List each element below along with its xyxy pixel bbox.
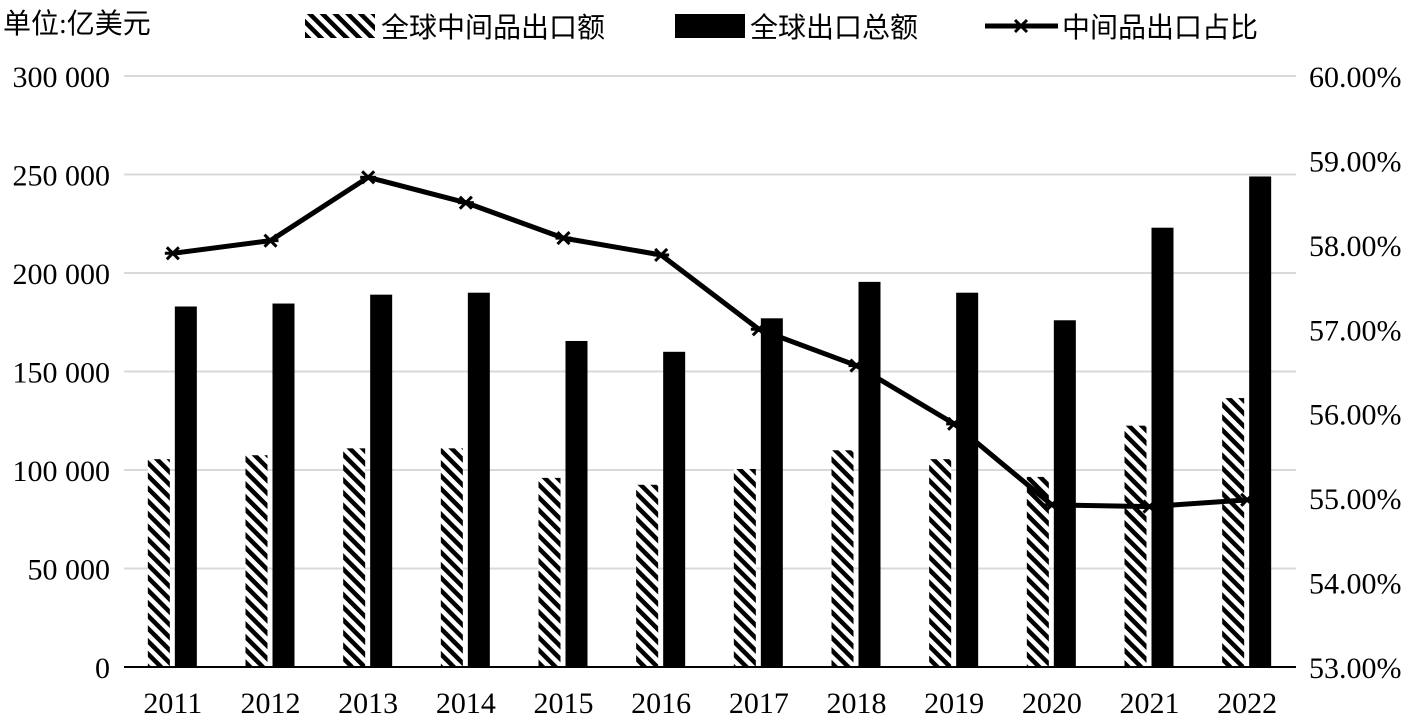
x-tick-label: 2014 (436, 687, 496, 720)
bar-total-2019 (956, 292, 979, 667)
bar-total-2016 (663, 351, 686, 667)
share-point-2019 (946, 416, 963, 431)
left-tick-label: 150 000 (13, 357, 111, 390)
share-point-2022 (1239, 492, 1256, 507)
x-tick-label: 2016 (631, 687, 691, 720)
x-tick-label: 2019 (924, 687, 984, 720)
share-point-2014 (457, 195, 474, 210)
share-point-2015 (555, 231, 572, 246)
bar-intermediate-2019 (929, 459, 952, 667)
left-axis: 0 50 000 100 000 150 000 200 000 250 000 300 0… (13, 61, 111, 685)
bar-intermediate-2021 (1124, 425, 1147, 667)
unit-label: 单位:亿美元 (3, 8, 151, 40)
share-point-2013 (360, 170, 377, 185)
bar-total-2017 (760, 318, 783, 667)
x-tick-label: 2012 (241, 687, 301, 720)
left-tick-label: 0 (95, 652, 110, 685)
right-tick-label: 53.00% (1309, 652, 1402, 685)
share-point-2011 (164, 246, 181, 261)
bar-intermediate-2022 (1222, 398, 1245, 667)
share-point-2012 (262, 233, 279, 248)
bar-total-2014 (467, 292, 490, 667)
legend-swatch-hatched (305, 14, 375, 38)
right-tick-label: 57.00% (1309, 314, 1402, 347)
grid-layer (124, 75, 1296, 570)
left-tick-label: 250 000 (13, 160, 111, 193)
x-tick-label: 2018 (827, 687, 887, 720)
legend-label-total: 全球出口总额 (750, 12, 918, 44)
x-tick-label: 2020 (1022, 687, 1082, 720)
legend-swatch-solid (675, 14, 745, 38)
bar-total-2018 (858, 281, 881, 667)
right-tick-label: 59.00% (1309, 145, 1402, 178)
bar-total-2015 (565, 340, 588, 667)
left-tick-label: 200 000 (13, 258, 111, 291)
right-tick-label: 56.00% (1309, 399, 1402, 432)
bar-total-2022 (1249, 176, 1272, 667)
x-tick-label: 2011 (143, 687, 202, 720)
left-tick-label: 300 000 (13, 61, 111, 94)
left-tick-label: 50 000 (28, 554, 111, 587)
bar-total-2021 (1151, 227, 1174, 667)
share-line (172, 174, 1248, 510)
share-point-2016 (653, 247, 670, 263)
bar-total-2013 (370, 294, 393, 667)
bar-intermediate-2020 (1026, 476, 1049, 667)
bar-total-2020 (1053, 320, 1076, 667)
legend-label-intermediate: 全球中间品出口额 (381, 12, 605, 44)
x-tick-label: 2013 (338, 687, 398, 720)
bar-total-2012 (272, 303, 295, 667)
x-axis: 2011 2012 2013 2014 2015 2016 2017 2018 2019 2020… (124, 666, 1296, 720)
bar-intermediate-2013 (343, 448, 366, 667)
bar-intermediate-2015 (538, 477, 561, 667)
share-point-2020 (1043, 497, 1060, 512)
bar-intermediate-2018 (831, 450, 854, 667)
left-tick-label: 100 000 (13, 455, 111, 488)
share-point-2021 (1141, 499, 1158, 514)
right-tick-label: 55.00% (1309, 483, 1402, 516)
x-tick-label: 2022 (1217, 687, 1277, 720)
bar-intermediate-2014 (440, 448, 463, 667)
bar-layer (147, 176, 1272, 667)
right-tick-label: 60.00% (1309, 61, 1402, 94)
legend-label-share: 中间品出口占比 (1062, 12, 1258, 44)
bar-intermediate-2017 (733, 469, 756, 667)
bar-total-2011 (174, 306, 197, 667)
legend: 全球中间品出口额 全球出口总额 中间品出口占比 (305, 12, 1258, 44)
bar-intermediate-2016 (636, 484, 659, 667)
share-point-2018 (848, 358, 865, 373)
x-tick-label: 2021 (1120, 687, 1180, 720)
line-layer (164, 170, 1256, 514)
share-point-2017 (750, 322, 767, 337)
right-axis: 53.00% 54.00% 55.00% 56.00% 57.00% 58.00% 59.0… (1309, 61, 1402, 685)
x-tick-label: 2017 (729, 687, 789, 720)
bar-intermediate-2012 (245, 455, 268, 667)
right-tick-label: 54.00% (1309, 568, 1402, 601)
bar-intermediate-2011 (147, 459, 170, 667)
right-tick-label: 58.00% (1309, 230, 1402, 263)
legend-swatch-marker (1013, 18, 1029, 34)
x-tick-label: 2015 (534, 687, 594, 720)
